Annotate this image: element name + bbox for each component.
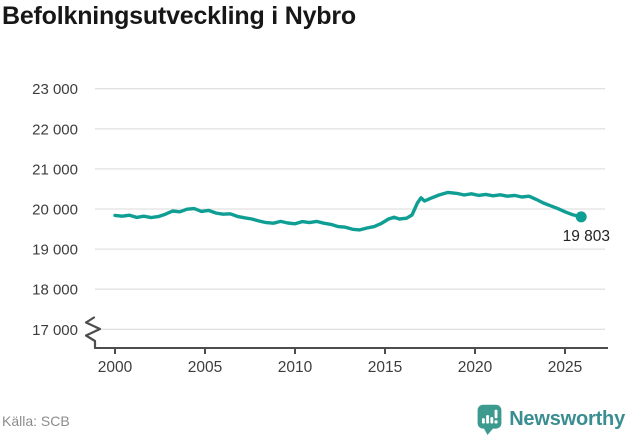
y-tick-label: 20 000 <box>32 202 78 219</box>
x-tick-label: 2020 <box>458 359 493 376</box>
x-tick-label: 2000 <box>98 359 133 376</box>
population-line <box>113 190 583 232</box>
y-tick-label: 23 000 <box>32 81 78 98</box>
newsworthy-wordmark: Newsworthy <box>509 408 625 430</box>
newsworthy-bars-icon <box>477 404 502 435</box>
x-tick-label: 2005 <box>188 359 222 376</box>
y-tick-label: 19 000 <box>32 242 78 259</box>
y-tick-label: 21 000 <box>32 161 78 178</box>
x-tick-label: 2010 <box>278 359 313 376</box>
y-tick-label: 17 000 <box>32 322 78 339</box>
x-tick-label: 2025 <box>548 359 582 376</box>
x-tick-label: 2015 <box>368 359 402 376</box>
newsworthy-logo: Newsworthy <box>476 403 625 436</box>
y-tick-label: 18 000 <box>32 282 78 299</box>
end-value-label: 19 803 <box>563 228 610 245</box>
chart-title: Befolkningsutveckling i Nybro <box>2 2 356 30</box>
y-tick-label: 22 000 <box>32 121 78 138</box>
y-axis-break-icon <box>84 316 102 350</box>
end-point-dot <box>575 211 587 223</box>
source-label: Källa: SCB <box>2 413 70 429</box>
